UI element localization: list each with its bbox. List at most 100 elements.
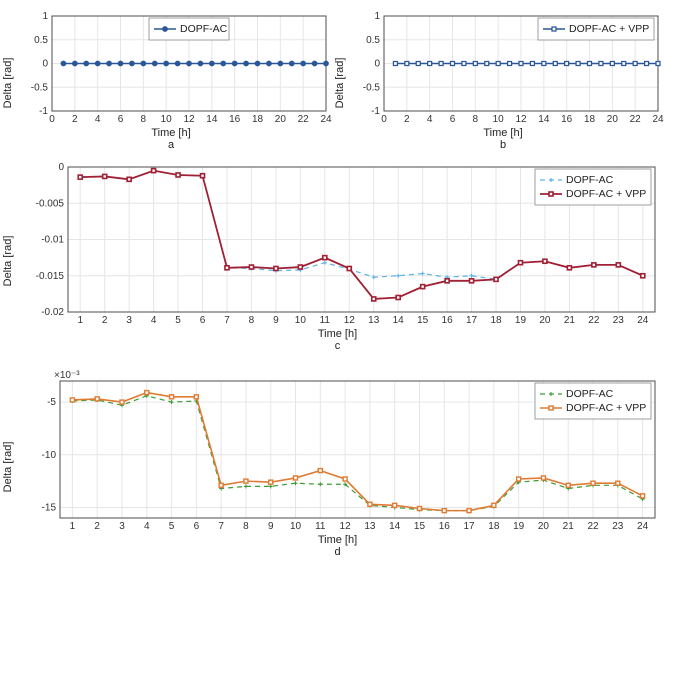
svg-text:14: 14	[206, 114, 218, 125]
panel-d: Delta [rad] 1234567891011121314151617181…	[10, 367, 665, 567]
svg-text:DOPF-AC + VPP: DOPF-AC + VPP	[569, 23, 649, 35]
svg-text:19: 19	[513, 521, 525, 532]
ylabel-c: Delta [rad]	[2, 236, 14, 287]
sublabel-d: d	[10, 546, 665, 558]
svg-text:2: 2	[72, 114, 78, 125]
svg-text:2: 2	[404, 114, 410, 125]
svg-text:DOPF-AC: DOPF-AC	[566, 388, 614, 400]
svg-text:1: 1	[42, 11, 48, 22]
ylabel-d: Delta [rad]	[2, 442, 14, 493]
svg-text:22: 22	[588, 315, 600, 326]
svg-text:3: 3	[119, 521, 125, 532]
sublabel-a: a	[10, 139, 332, 151]
svg-text:18: 18	[488, 521, 500, 532]
ylabel-a: Delta [rad]	[2, 57, 14, 108]
svg-text:3: 3	[126, 315, 132, 326]
chart-a: 024681012141618202224-1-0.500.51DOPF-AC	[10, 10, 332, 125]
svg-text:-1: -1	[39, 106, 48, 117]
xlabel-d: Time [h]	[10, 534, 665, 546]
svg-text:-15: -15	[42, 502, 57, 513]
svg-text:20: 20	[538, 521, 550, 532]
svg-text:0: 0	[49, 114, 55, 125]
svg-text:24: 24	[637, 315, 649, 326]
xlabel-c: Time [h]	[10, 328, 665, 340]
svg-text:4: 4	[95, 114, 101, 125]
svg-text:15: 15	[414, 521, 426, 532]
svg-text:23: 23	[612, 521, 624, 532]
chart-c: 123456789101112131415161718192021222324-…	[10, 161, 665, 326]
svg-text:11: 11	[320, 315, 331, 326]
svg-text:9: 9	[273, 315, 279, 326]
svg-text:0: 0	[374, 59, 380, 70]
svg-text:21: 21	[563, 521, 575, 532]
svg-text:4: 4	[427, 114, 433, 125]
svg-text:14: 14	[538, 114, 550, 125]
chart-b: 024681012141618202224-1-0.500.51DOPF-AC …	[342, 10, 664, 125]
svg-text:12: 12	[340, 521, 352, 532]
svg-text:12: 12	[344, 315, 356, 326]
row-top: Delta [rad] 024681012141618202224-1-0.50…	[10, 10, 675, 155]
svg-text:12: 12	[183, 114, 195, 125]
svg-text:×10⁻³: ×10⁻³	[54, 370, 80, 381]
svg-text:-0.01: -0.01	[41, 235, 64, 246]
svg-text:DOPF-AC + VPP: DOPF-AC + VPP	[566, 188, 646, 200]
ylabel-b: Delta [rad]	[334, 57, 346, 108]
figure-grid: Delta [rad] 024681012141618202224-1-0.50…	[10, 10, 675, 567]
svg-text:18: 18	[584, 114, 596, 125]
svg-text:22: 22	[630, 114, 642, 125]
svg-text:-0.005: -0.005	[36, 198, 65, 209]
svg-text:20: 20	[275, 114, 287, 125]
svg-text:1: 1	[374, 11, 380, 22]
svg-text:18: 18	[490, 315, 502, 326]
svg-text:5: 5	[175, 315, 181, 326]
svg-text:8: 8	[473, 114, 479, 125]
svg-text:-0.02: -0.02	[41, 307, 64, 318]
row-bot: Delta [rad] 1234567891011121314151617181…	[10, 367, 675, 567]
panel-a: Delta [rad] 024681012141618202224-1-0.50…	[10, 10, 332, 155]
panel-c: Delta [rad] 1234567891011121314151617181…	[10, 161, 665, 361]
svg-text:8: 8	[141, 114, 147, 125]
chart-d: 123456789101112131415161718192021222324-…	[10, 367, 665, 532]
svg-text:9: 9	[268, 521, 274, 532]
svg-text:-0.5: -0.5	[31, 82, 49, 93]
svg-text:13: 13	[368, 315, 380, 326]
svg-text:14: 14	[389, 521, 401, 532]
svg-text:-1: -1	[371, 106, 380, 117]
svg-text:-0.5: -0.5	[363, 82, 381, 93]
svg-text:1: 1	[70, 521, 76, 532]
xlabel-b: Time [h]	[342, 127, 664, 139]
svg-text:8: 8	[243, 521, 249, 532]
svg-text:0.5: 0.5	[34, 35, 48, 46]
svg-text:6: 6	[118, 114, 124, 125]
svg-text:10: 10	[161, 114, 173, 125]
sublabel-b: b	[342, 139, 664, 151]
svg-text:DOPF-AC: DOPF-AC	[566, 174, 614, 186]
svg-text:10: 10	[493, 114, 505, 125]
svg-text:16: 16	[561, 114, 573, 125]
panel-b: Delta [rad] 024681012141618202224-1-0.50…	[342, 10, 664, 155]
svg-text:24: 24	[320, 114, 332, 125]
svg-text:16: 16	[442, 315, 454, 326]
svg-text:23: 23	[613, 315, 625, 326]
svg-text:12: 12	[515, 114, 527, 125]
svg-text:6: 6	[200, 315, 206, 326]
svg-text:8: 8	[249, 315, 255, 326]
svg-text:22: 22	[298, 114, 310, 125]
svg-text:14: 14	[393, 315, 405, 326]
svg-text:17: 17	[466, 315, 478, 326]
svg-text:1: 1	[77, 315, 83, 326]
svg-text:11: 11	[315, 521, 326, 532]
svg-text:4: 4	[151, 315, 157, 326]
svg-text:-5: -5	[47, 397, 56, 408]
svg-text:-0.015: -0.015	[36, 271, 65, 282]
svg-text:24: 24	[637, 521, 649, 532]
svg-text:16: 16	[229, 114, 241, 125]
svg-text:20: 20	[607, 114, 619, 125]
xlabel-a: Time [h]	[10, 127, 332, 139]
svg-text:20: 20	[539, 315, 551, 326]
svg-text:15: 15	[417, 315, 429, 326]
svg-text:18: 18	[252, 114, 264, 125]
svg-text:21: 21	[564, 315, 576, 326]
svg-text:10: 10	[290, 521, 302, 532]
svg-text:5: 5	[169, 521, 175, 532]
